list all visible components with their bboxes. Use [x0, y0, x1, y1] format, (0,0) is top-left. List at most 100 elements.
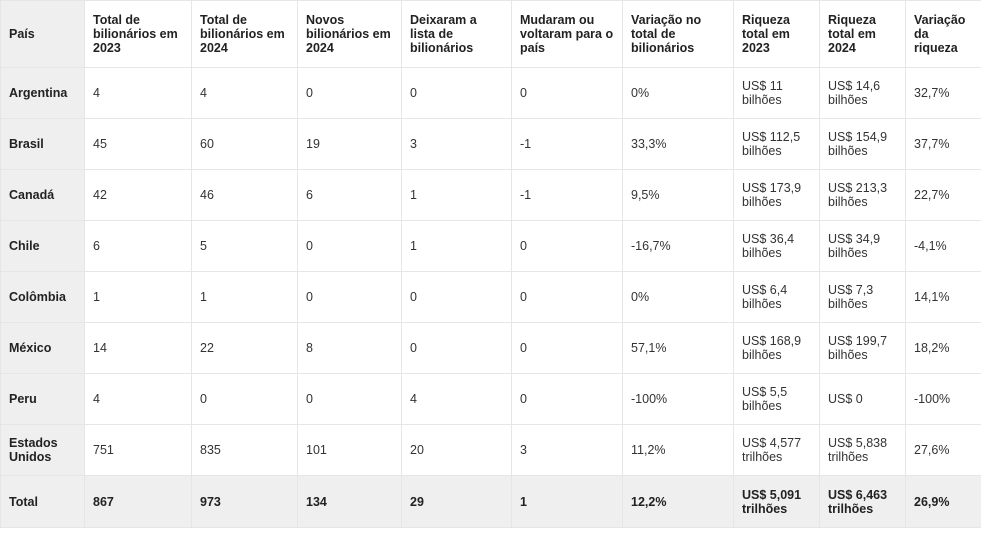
table-cell: 1	[401, 220, 512, 272]
table-cell: 3	[401, 118, 512, 170]
total-cell: 973	[191, 475, 298, 528]
header-total-2023: Total de bilionários em 2023	[84, 0, 192, 68]
table-cell: 835	[191, 424, 298, 476]
total-cell: 1	[511, 475, 623, 528]
table-row: Argentina 4 4 0 0 0 0% US$ 11 bilhões US…	[0, 67, 981, 119]
table-cell: 1	[191, 271, 298, 323]
table-cell: 6	[84, 220, 192, 272]
table-cell: US$ 213,3 bilhões	[819, 169, 906, 221]
table-cell: -1	[511, 118, 623, 170]
table-cell: 33,3%	[622, 118, 734, 170]
total-label: Total	[0, 475, 85, 528]
header-wealth-2024: Riqueza total em 2024	[819, 0, 906, 68]
table-row: Colômbia 1 1 0 0 0 0% US$ 6,4 bilhões US…	[0, 271, 981, 323]
table-cell: 0%	[622, 271, 734, 323]
table-cell: 0	[511, 67, 623, 119]
header-new-2024: Novos bilionários em 2024	[297, 0, 402, 68]
table-cell: 0	[511, 322, 623, 374]
table-cell: 0	[297, 271, 402, 323]
total-cell: US$ 5,091 trilhões	[733, 475, 820, 528]
row-country: Brasil	[0, 118, 85, 170]
table-cell: 0	[401, 67, 512, 119]
table-cell: 4	[84, 373, 192, 425]
table-cell: US$ 5,5 bilhões	[733, 373, 820, 425]
table-cell: 1	[84, 271, 192, 323]
table-cell: US$ 168,9 bilhões	[733, 322, 820, 374]
table-cell: US$ 199,7 bilhões	[819, 322, 906, 374]
table-cell: US$ 14,6 bilhões	[819, 67, 906, 119]
table-cell: 22,7%	[905, 169, 981, 221]
table-cell: 46	[191, 169, 298, 221]
total-cell: 12,2%	[622, 475, 734, 528]
table-cell: US$ 154,9 bilhões	[819, 118, 906, 170]
header-moved: Mudaram ou voltaram para o país	[511, 0, 623, 68]
table-row: Estados Unidos 751 835 101 20 3 11,2% US…	[0, 424, 981, 476]
table-cell: US$ 11 bilhões	[733, 67, 820, 119]
table-cell: 0	[401, 322, 512, 374]
table-cell: 9,5%	[622, 169, 734, 221]
table-cell: 57,1%	[622, 322, 734, 374]
table-cell: US$ 0	[819, 373, 906, 425]
table-cell: -4,1%	[905, 220, 981, 272]
table-cell: US$ 34,9 bilhões	[819, 220, 906, 272]
row-country: Estados Unidos	[0, 424, 85, 476]
table-cell: 14	[84, 322, 192, 374]
table-cell: US$ 4,577 trilhões	[733, 424, 820, 476]
table-cell: 0	[401, 271, 512, 323]
header-country: País	[0, 0, 85, 68]
table-row: Canadá 42 46 6 1 -1 9,5% US$ 173,9 bilhõ…	[0, 169, 981, 221]
table-cell: US$ 5,838 trilhões	[819, 424, 906, 476]
table-cell: 14,1%	[905, 271, 981, 323]
table-cell: 11,2%	[622, 424, 734, 476]
table-cell: 20	[401, 424, 512, 476]
total-cell: 867	[84, 475, 192, 528]
table-cell: 32,7%	[905, 67, 981, 119]
table-cell: 751	[84, 424, 192, 476]
table-cell: 19	[297, 118, 402, 170]
table-cell: 18,2%	[905, 322, 981, 374]
table-cell: 8	[297, 322, 402, 374]
total-cell: 26,9%	[905, 475, 981, 528]
table-cell: 22	[191, 322, 298, 374]
table-cell: -1	[511, 169, 623, 221]
table-cell: 3	[511, 424, 623, 476]
row-country: Canadá	[0, 169, 85, 221]
row-country: Peru	[0, 373, 85, 425]
total-cell: 29	[401, 475, 512, 528]
table-cell: 45	[84, 118, 192, 170]
table-cell: 0	[191, 373, 298, 425]
table-cell: -100%	[622, 373, 734, 425]
table-cell: 4	[401, 373, 512, 425]
table-cell: US$ 173,9 bilhões	[733, 169, 820, 221]
table-cell: US$ 6,4 bilhões	[733, 271, 820, 323]
header-variation-total: Variação no total de bilionários	[622, 0, 734, 68]
header-wealth-2023: Riqueza total em 2023	[733, 0, 820, 68]
header-row: País Total de bilionários em 2023 Total …	[0, 0, 981, 68]
table-cell: 27,6%	[905, 424, 981, 476]
table-cell: 0	[297, 220, 402, 272]
row-country: Argentina	[0, 67, 85, 119]
table-cell: 37,7%	[905, 118, 981, 170]
table-cell: 0%	[622, 67, 734, 119]
table-row: Chile 6 5 0 1 0 -16,7% US$ 36,4 bilhões …	[0, 220, 981, 272]
table-cell: US$ 112,5 bilhões	[733, 118, 820, 170]
total-cell: 134	[297, 475, 402, 528]
header-total-2024: Total de bilionários em 2024	[191, 0, 298, 68]
table-cell: 0	[511, 271, 623, 323]
table-cell: 6	[297, 169, 402, 221]
table-cell: 0	[297, 67, 402, 119]
row-country: Colômbia	[0, 271, 85, 323]
table-cell: 1	[401, 169, 512, 221]
table-cell: -16,7%	[622, 220, 734, 272]
table-cell: 4	[84, 67, 192, 119]
table-cell: 42	[84, 169, 192, 221]
table-cell: 0	[511, 220, 623, 272]
table-cell: 101	[297, 424, 402, 476]
table-cell: US$ 7,3 bilhões	[819, 271, 906, 323]
total-row: Total 867 973 134 29 1 12,2% US$ 5,091 t…	[0, 475, 981, 528]
table-cell: US$ 36,4 bilhões	[733, 220, 820, 272]
table-cell: 60	[191, 118, 298, 170]
table-row: Brasil 45 60 19 3 -1 33,3% US$ 112,5 bil…	[0, 118, 981, 170]
table-cell: -100%	[905, 373, 981, 425]
